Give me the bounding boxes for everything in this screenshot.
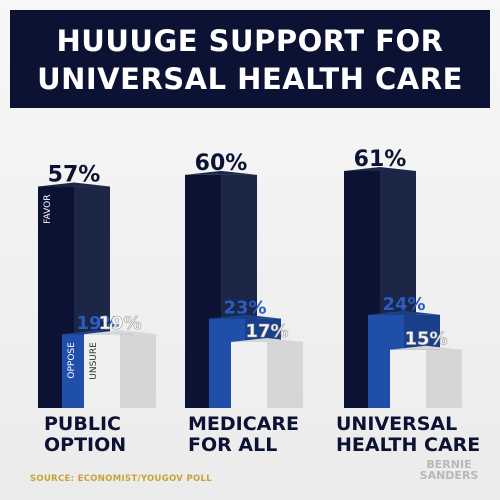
value-label-favor-1: 57%	[48, 163, 101, 188]
category-label-line: HEALTH CARE	[336, 434, 481, 456]
source-note: SOURCE: ECONOMIST/YOUGOV POLL	[30, 474, 212, 484]
value-label-oppose-1: 19%	[76, 313, 119, 334]
bar-unsure-2-cap	[231, 337, 303, 342]
chart-title-line-2: UNIVERSAL HEALTH CARE	[37, 62, 463, 96]
bar-favor-2-cap	[185, 170, 257, 175]
category-label-line: UNIVERSAL	[336, 413, 458, 435]
bar-oppose-3-cap	[368, 310, 440, 315]
bar-unsure-3-shade	[426, 349, 462, 408]
category-label-public-option: PUBLIC OPTION	[44, 414, 224, 456]
bar-unsure-3-cap	[390, 345, 462, 350]
brand-line-1: BERNIE	[426, 458, 472, 471]
category-label-line: MEDICARE	[188, 413, 299, 435]
bar-unsure-2-shade	[267, 341, 303, 408]
value-label-favor-3: 61%	[354, 147, 407, 172]
chart-title-line-1: HUUUGE SUPPORT FOR	[56, 24, 444, 58]
value-label-favor-2: 60%	[195, 151, 248, 176]
category-label-line: PUBLIC	[44, 413, 121, 435]
value-label-unsure-2: 17%	[245, 321, 288, 342]
bar-unsure-3	[390, 349, 426, 408]
category-label-universal-health-care: UNIVERSAL HEALTH CARE	[336, 414, 500, 456]
brand-line-2: SANDERS	[419, 469, 479, 482]
brand-logo: BERNIE SANDERS	[414, 459, 484, 481]
series-label-oppose: OPPOSE	[67, 342, 77, 379]
category-label-medicare-for-all: MEDICARE FOR ALL	[188, 414, 368, 456]
bar-oppose-2-cap	[209, 314, 281, 319]
value-label-unsure-1: 19%	[98, 313, 141, 334]
title-banner	[10, 10, 490, 108]
bar-favor-3-cap	[344, 167, 416, 171]
bar-favor-1-cap	[38, 182, 110, 187]
bar-unsure-1-shade	[120, 334, 156, 408]
category-label-line: OPTION	[44, 434, 127, 456]
series-label-unsure: UNSURE	[89, 342, 99, 380]
value-label-oppose-2: 23%	[223, 298, 266, 319]
category-label-line: FOR ALL	[188, 434, 278, 456]
bar-unsure-1	[84, 334, 120, 408]
value-label-oppose-3: 24%	[382, 294, 425, 315]
bar-unsure-2	[231, 341, 267, 408]
value-label-unsure-3: 15%	[404, 329, 447, 350]
bar-unsure-1-cap	[84, 330, 156, 335]
series-label-favor: FAVOR	[43, 195, 53, 224]
